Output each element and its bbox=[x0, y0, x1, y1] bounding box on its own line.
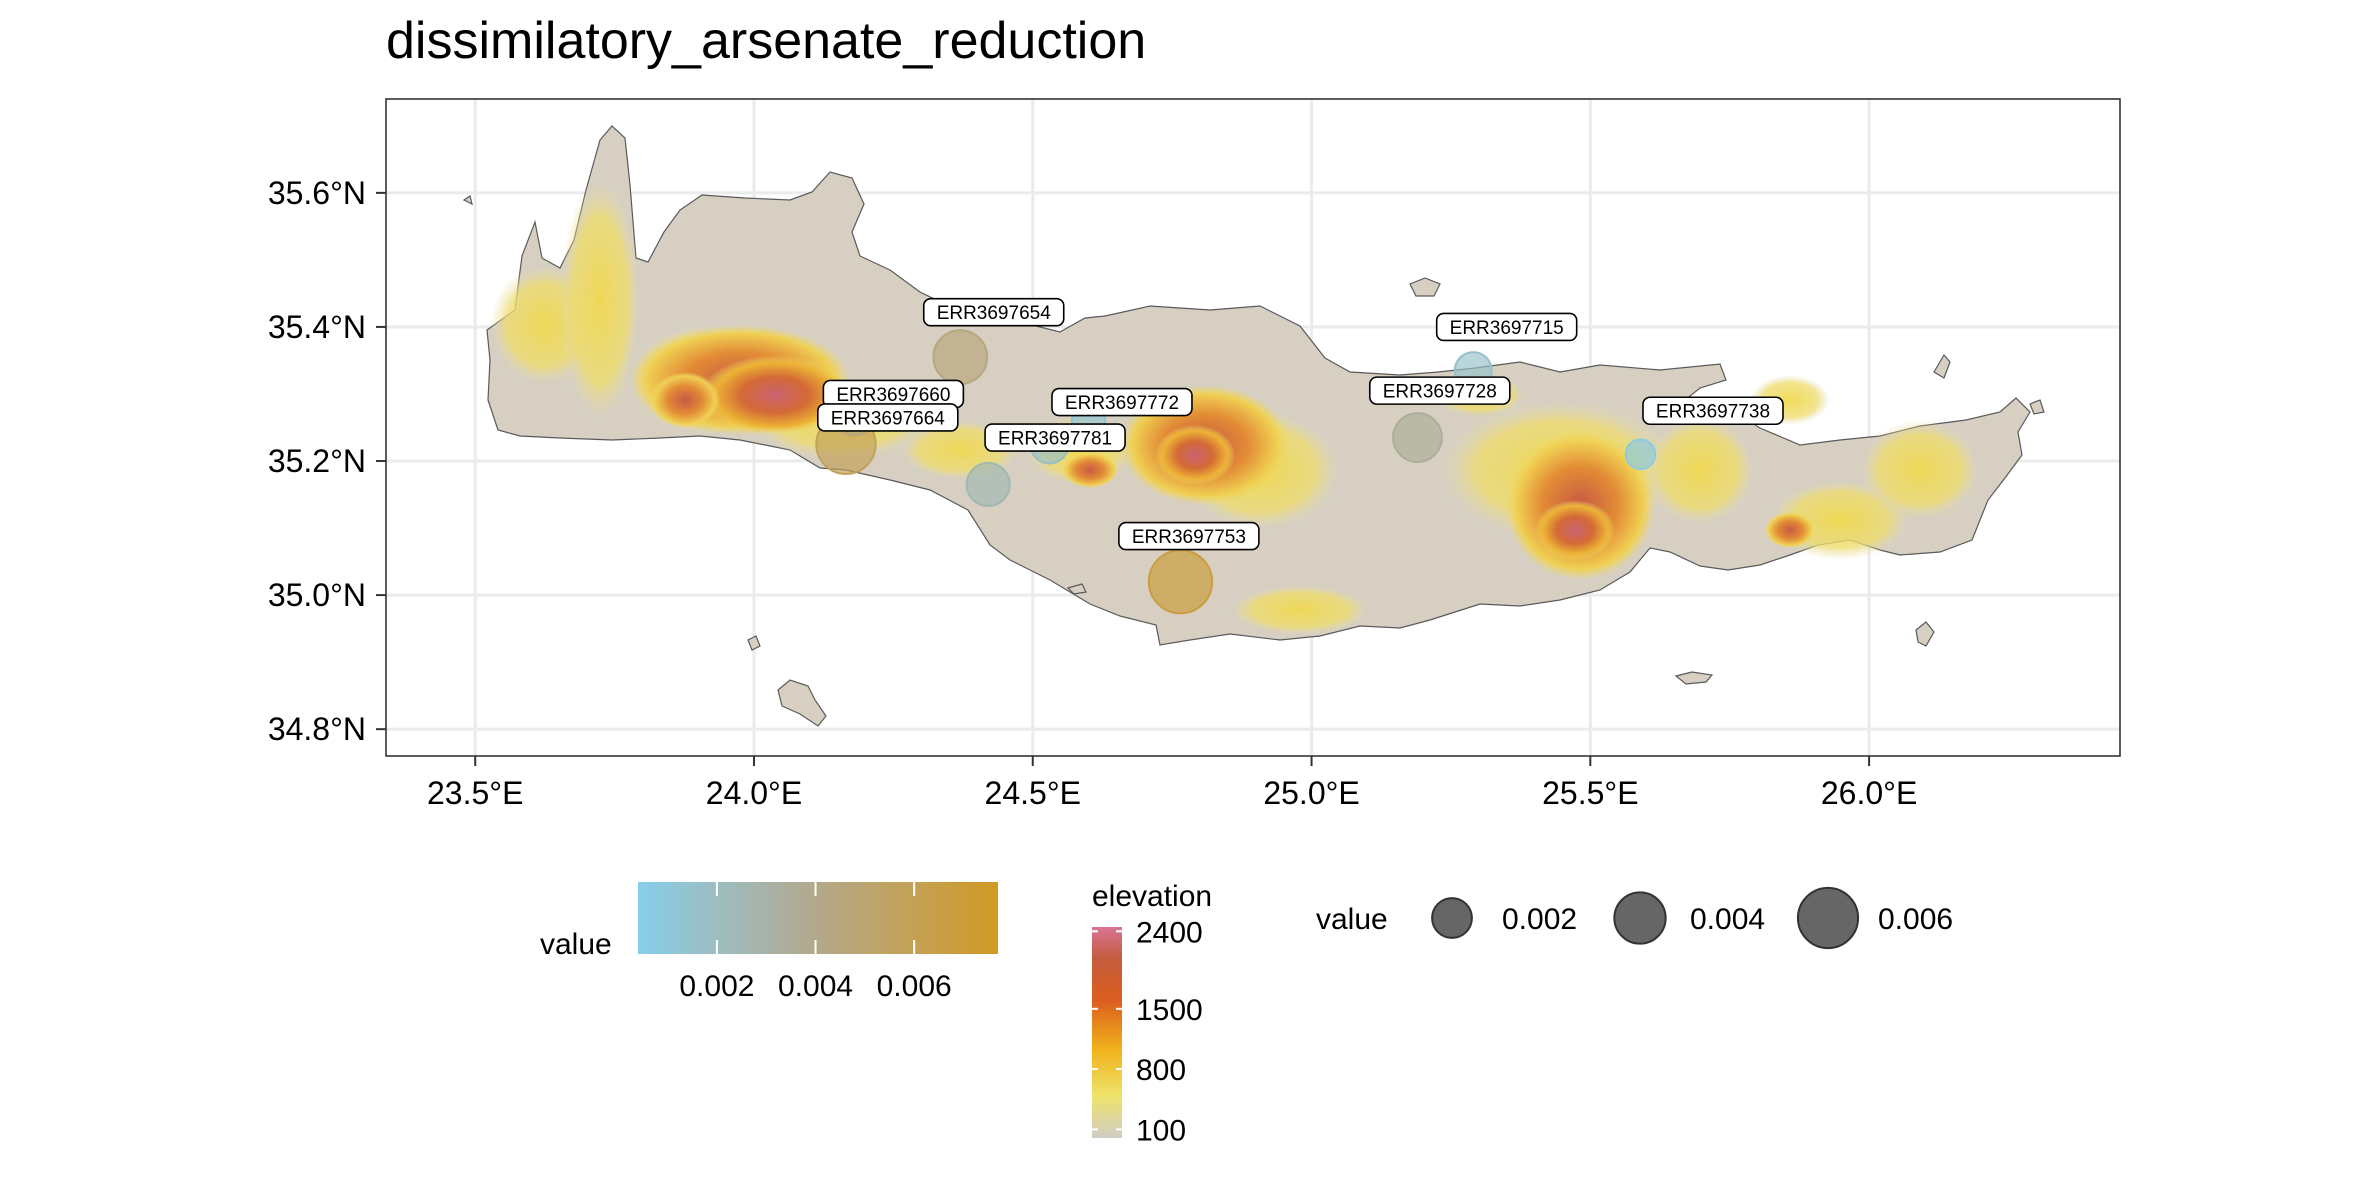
legend-elevation-label: 800 bbox=[1136, 1054, 1186, 1087]
legend-color-title: value bbox=[540, 928, 612, 961]
sample-label: ERR3697664 bbox=[831, 408, 946, 429]
legend-elevation-title: elevation bbox=[1092, 880, 1212, 913]
legend-value-size: value 0.002 0.004 0.006 bbox=[1316, 886, 1953, 950]
sample-label-box bbox=[1118, 521, 1260, 551]
sample-point bbox=[1624, 438, 1657, 471]
sample-label: ERR3697781 bbox=[998, 429, 1112, 450]
legend-size-label: 0.002 bbox=[1502, 903, 1577, 936]
sample-point bbox=[965, 461, 1011, 508]
y-tick-label: 34.8°N bbox=[268, 711, 366, 747]
legend-elevation-label: 1500 bbox=[1136, 994, 1203, 1027]
sample-label-box bbox=[1368, 376, 1511, 405]
sample-label: ERR3697715 bbox=[1450, 318, 1564, 339]
x-tick-label: 24.0°E bbox=[706, 775, 802, 811]
legend-size-circle bbox=[1431, 897, 1473, 939]
island-gavdos bbox=[777, 679, 827, 727]
legend-color-label: 0.002 bbox=[679, 970, 754, 1003]
legend-color-label: 0.004 bbox=[778, 970, 853, 1003]
y-tick-label: 35.0°N bbox=[268, 577, 366, 613]
legend-color-label: 0.006 bbox=[877, 970, 952, 1003]
y-tick-label: 35.2°N bbox=[268, 443, 366, 479]
legend-size-circle bbox=[1796, 886, 1860, 950]
sample-label-box bbox=[922, 297, 1065, 327]
legend-color-bar bbox=[638, 882, 998, 954]
sample-label-box bbox=[984, 423, 1126, 452]
y-tick-label: 35.6°N bbox=[268, 175, 366, 211]
sample-point bbox=[1392, 412, 1443, 463]
legend-elevation-label: 2400 bbox=[1136, 916, 1203, 949]
sample-label-box bbox=[1435, 312, 1578, 342]
sample-point bbox=[932, 329, 989, 385]
legend-size-title: value bbox=[1316, 903, 1388, 936]
legend-size-label: 0.006 bbox=[1878, 903, 1953, 936]
island-west bbox=[462, 195, 473, 206]
sample-label-box bbox=[1642, 396, 1784, 426]
sample-label: ERR3697660 bbox=[836, 385, 950, 406]
chart-title: dissimilatory_arsenate_reduction bbox=[386, 12, 1146, 70]
sample-label: ERR3697654 bbox=[937, 303, 1052, 324]
sample-label: ERR3697753 bbox=[1132, 527, 1246, 548]
island-gaidouronisi bbox=[747, 635, 761, 651]
y-axis: 35.6°N 35.4°N 35.2°N 35.0°N 34.8°N bbox=[268, 175, 386, 747]
x-tick-label: 25.0°E bbox=[1263, 775, 1359, 811]
plot-panel-border bbox=[385, 98, 2121, 757]
sample-point bbox=[1147, 549, 1214, 615]
legend-elevation: elevation 2400 1500 800 100 bbox=[1092, 880, 1212, 1147]
legend-size-circle bbox=[1613, 891, 1667, 945]
x-tick-label: 24.5°E bbox=[985, 775, 1081, 811]
legend-value-color: value 0.002 0.004 0.006 bbox=[540, 882, 998, 1003]
island-east bbox=[2029, 399, 2045, 415]
crete-terrain bbox=[462, 125, 2045, 727]
y-tick-label: 35.4°N bbox=[268, 309, 366, 345]
x-tick-label: 25.5°E bbox=[1542, 775, 1638, 811]
island-dia bbox=[1409, 277, 1441, 297]
x-tick-label: 26.0°E bbox=[1821, 775, 1917, 811]
sample-label-box bbox=[817, 403, 959, 432]
legend-elevation-label: 100 bbox=[1136, 1114, 1186, 1147]
sample-label: ERR3697772 bbox=[1065, 393, 1179, 414]
island-koufonisi bbox=[1915, 621, 1935, 647]
sample-label: ERR3697738 bbox=[1656, 402, 1770, 423]
x-tick-label: 23.5°E bbox=[427, 775, 523, 811]
sample-label-box bbox=[1051, 387, 1193, 417]
x-axis: 23.5°E 24.0°E 24.5°E 25.0°E 25.5°E 26.0°E bbox=[427, 756, 1917, 811]
island-paximadia bbox=[1066, 583, 1087, 595]
legend-size-label: 0.004 bbox=[1690, 903, 1765, 936]
island-chrysi bbox=[1674, 671, 1714, 685]
sample-label: ERR3697728 bbox=[1383, 382, 1497, 403]
legend-elevation-bar bbox=[1092, 927, 1122, 1138]
island-dionysades bbox=[1933, 353, 1951, 379]
